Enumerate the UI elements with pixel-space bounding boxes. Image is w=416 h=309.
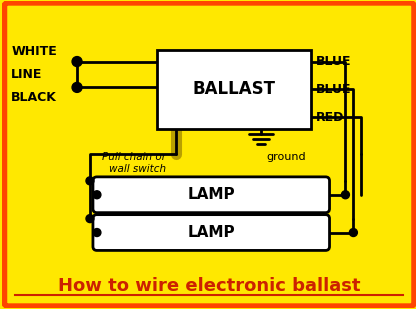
Text: ground: ground <box>266 152 305 162</box>
Text: BLUE: BLUE <box>316 55 351 68</box>
FancyBboxPatch shape <box>93 215 329 250</box>
FancyBboxPatch shape <box>93 177 329 213</box>
FancyBboxPatch shape <box>5 3 414 306</box>
Circle shape <box>86 215 94 222</box>
Circle shape <box>342 191 349 199</box>
Text: WHITE: WHITE <box>11 44 57 57</box>
Text: LAMP: LAMP <box>188 187 235 202</box>
Bar <box>156 50 311 129</box>
Text: BLUE: BLUE <box>316 83 351 96</box>
Circle shape <box>93 191 101 199</box>
Circle shape <box>72 57 82 66</box>
Text: LINE: LINE <box>11 68 42 81</box>
Text: BLACK: BLACK <box>11 91 57 104</box>
Circle shape <box>86 177 94 185</box>
Text: Pull chain or
wall switch: Pull chain or wall switch <box>102 152 166 174</box>
Circle shape <box>73 57 81 66</box>
Text: RED: RED <box>316 111 344 124</box>
Text: How to wire electronic ballast: How to wire electronic ballast <box>58 277 361 295</box>
Text: LAMP: LAMP <box>188 225 235 240</box>
Circle shape <box>72 83 82 92</box>
Circle shape <box>349 229 357 236</box>
Text: BALLAST: BALLAST <box>192 80 275 98</box>
Circle shape <box>93 229 101 236</box>
